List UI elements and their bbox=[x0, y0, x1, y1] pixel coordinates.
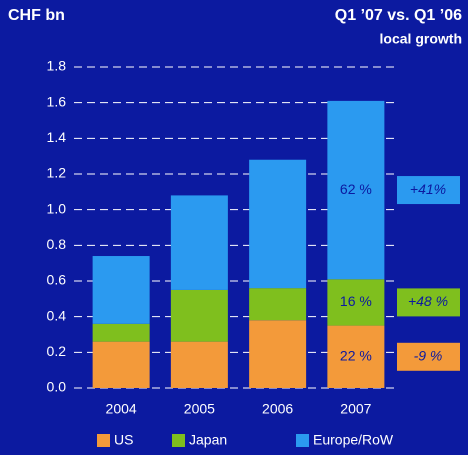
y-tick-label: 0.8 bbox=[47, 236, 67, 252]
x-tick-label: 2004 bbox=[106, 401, 137, 417]
y-tick-label: 1.6 bbox=[47, 93, 67, 109]
y-tick-label: 1.2 bbox=[47, 165, 67, 181]
growth-box bbox=[397, 176, 460, 205]
y-tick-label: 0.2 bbox=[47, 343, 67, 359]
bar-segment bbox=[92, 323, 150, 342]
x-tick-label: 2006 bbox=[262, 401, 293, 417]
bar-segment bbox=[327, 279, 385, 326]
bar-segment bbox=[92, 341, 150, 388]
legend-swatch bbox=[172, 434, 185, 447]
x-tick-label: 2007 bbox=[340, 401, 371, 417]
x-tick-label: 2005 bbox=[184, 401, 215, 417]
chart-note: local growth bbox=[380, 31, 462, 47]
y-tick-label: 1.4 bbox=[47, 129, 67, 145]
y-tick-label: 0.6 bbox=[47, 272, 67, 288]
growth-label: +48 % bbox=[408, 293, 448, 309]
growth-box bbox=[397, 288, 460, 317]
bar-segment bbox=[92, 256, 150, 324]
bar-segment bbox=[249, 320, 307, 388]
y-tick-label: 1.0 bbox=[47, 200, 67, 216]
growth-label: -9 % bbox=[414, 347, 443, 363]
share-label: 22 % bbox=[340, 347, 372, 363]
share-label: 16 % bbox=[340, 293, 372, 309]
growth-label: +41% bbox=[410, 181, 446, 197]
legend-label: Europe/RoW bbox=[313, 432, 394, 448]
y-tick-label: 1.8 bbox=[47, 58, 67, 74]
growth-box bbox=[397, 342, 460, 371]
bar-segment bbox=[170, 341, 228, 388]
share-label: 62 % bbox=[340, 181, 372, 197]
y-tick-label: 0.4 bbox=[47, 307, 67, 323]
bar-segment bbox=[170, 195, 228, 290]
bar-segment bbox=[327, 100, 385, 280]
legend-label: Japan bbox=[189, 432, 227, 448]
legend-swatch bbox=[296, 434, 309, 447]
bar-segment bbox=[249, 288, 307, 321]
legend-swatch bbox=[97, 434, 110, 447]
legend-label: US bbox=[114, 432, 133, 448]
chart-subtitle: Q1 ’07 vs. Q1 ’06 bbox=[335, 7, 462, 24]
bar-segment bbox=[249, 159, 307, 289]
bar-segment bbox=[327, 325, 385, 388]
bar-segment bbox=[170, 289, 228, 342]
y-tick-label: 0.0 bbox=[47, 379, 67, 395]
chart-title: CHF bn bbox=[8, 7, 65, 24]
